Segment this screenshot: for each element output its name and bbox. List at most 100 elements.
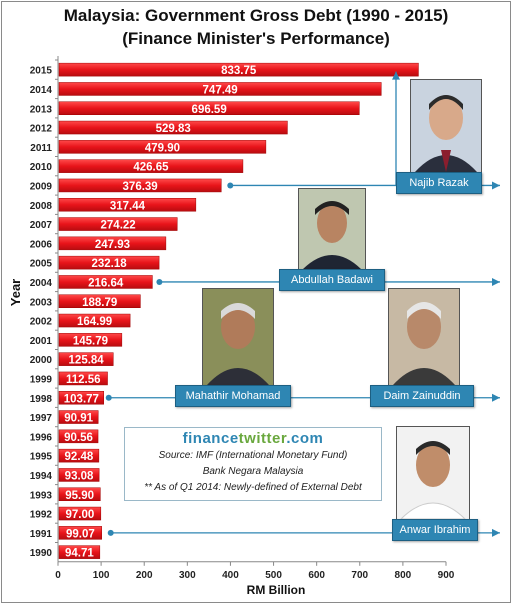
data-label-2012: 529.83 <box>156 123 191 135</box>
bar-1992 <box>58 506 102 521</box>
data-label-2015: 833.75 <box>221 65 257 77</box>
x-tick-label: 500 <box>265 570 282 581</box>
x-tick-label: 100 <box>93 570 110 581</box>
financetwitter-logo: financetwitter.com <box>182 430 324 447</box>
y-tick-label: 1992 <box>30 510 53 521</box>
bar-2001 <box>58 333 123 347</box>
x-tick-label: 0 <box>55 570 61 581</box>
y-tick-label: 2011 <box>30 143 52 154</box>
y-tick-label: 1996 <box>30 432 53 443</box>
y-tick-label: 2015 <box>30 66 53 77</box>
bar-2005 <box>58 255 160 270</box>
bar-1996 <box>58 429 99 444</box>
x-tick-label: 300 <box>179 570 196 581</box>
y-tick-label: 2000 <box>30 355 53 366</box>
chart-title: Malaysia: Government Gross Debt (1990 - … <box>63 6 449 25</box>
y-tick-label: 1991 <box>30 529 53 540</box>
data-label-2000: 125.84 <box>69 355 105 367</box>
najib-timeline-arrow-head <box>492 181 500 190</box>
data-label-2005: 232.18 <box>91 258 127 270</box>
data-label-2007: 274.22 <box>101 220 136 232</box>
anwar-timeline-arrow-head <box>492 528 500 537</box>
bar-1990 <box>58 545 101 559</box>
data-label-1990: 94.71 <box>65 548 94 560</box>
chart-subtitle: (Finance Minister's Performance) <box>122 29 390 48</box>
x-tick-label: 600 <box>308 570 325 581</box>
bar-2000 <box>58 352 114 366</box>
y-tick-label: 2006 <box>30 239 53 250</box>
data-label-2006: 247.93 <box>95 239 130 251</box>
y-tick-label: 2012 <box>30 124 53 135</box>
bar-2010 <box>58 159 244 173</box>
bar-1997 <box>58 410 99 424</box>
abdullah-badawi-photo <box>298 188 366 270</box>
data-label-1997: 90.91 <box>64 413 93 425</box>
data-label-2004: 216.64 <box>88 277 124 289</box>
data-label-1999: 112.56 <box>66 374 101 386</box>
mahathir-timeline-arrow-head <box>492 393 500 402</box>
y-tick-label: 2010 <box>30 162 53 173</box>
x-tick-label: 400 <box>222 570 239 581</box>
bar-2013 <box>58 101 360 115</box>
bar-1999 <box>58 371 108 386</box>
bar-2015 <box>58 62 419 77</box>
source-line-3: ** As of Q1 2014: Newly-defined of Exter… <box>144 482 362 493</box>
data-label-1998: 103.77 <box>64 393 99 405</box>
data-label-2008: 317.44 <box>110 200 146 212</box>
source-line-1: Source: IMF (International Monetary Fund… <box>158 450 348 461</box>
y-tick-label: 1998 <box>30 394 53 405</box>
y-tick-label: 1990 <box>30 548 53 559</box>
data-label-2013: 696.59 <box>192 104 227 116</box>
y-tick-label: 2014 <box>30 85 53 96</box>
anwar-ibrahim-photo <box>396 426 470 520</box>
x-axis-label: RM Billion <box>246 583 306 597</box>
bar-1994 <box>58 468 100 482</box>
y-tick-label: 2002 <box>30 317 53 328</box>
bar-2006 <box>58 236 167 251</box>
najib-razak-photo <box>410 79 482 173</box>
y-tick-label: 2004 <box>30 278 53 289</box>
x-tick-label: 900 <box>438 570 455 581</box>
data-label-2003: 188.79 <box>82 297 117 309</box>
data-label-2009: 376.39 <box>123 181 158 193</box>
source-line-2: Bank Negara Malaysia <box>202 466 304 477</box>
abdullah-timeline-arrow-head <box>492 277 500 286</box>
y-tick-label: 2001 <box>30 336 53 347</box>
bar-1998 <box>58 391 104 405</box>
y-tick-label: 2009 <box>30 181 53 192</box>
y-tick-label: 1999 <box>30 374 53 385</box>
data-label-1993: 95.90 <box>65 490 94 502</box>
data-label-2010: 426.65 <box>133 162 169 174</box>
data-label-1995: 92.48 <box>65 451 94 463</box>
bar-2003 <box>58 294 141 308</box>
najib-razak-label: Najib Razak <box>396 172 482 194</box>
bar-1993 <box>58 487 101 501</box>
bar-1991 <box>58 526 102 540</box>
mahathir-mohamad-photo <box>202 288 274 386</box>
y-tick-label: 1997 <box>30 413 53 424</box>
data-label-2014: 747.49 <box>203 84 238 96</box>
abdullah-badawi-label: Abdullah Badawi <box>279 269 385 291</box>
bar-2008 <box>58 198 197 212</box>
y-tick-label: 2013 <box>30 104 53 115</box>
x-tick-label: 700 <box>351 570 368 581</box>
bar-1995 <box>58 448 100 463</box>
bar-2012 <box>58 120 288 135</box>
x-tick-label: 200 <box>136 570 153 581</box>
bar-2004 <box>58 275 153 289</box>
y-axis-label: Year <box>8 278 24 307</box>
bar-2014 <box>58 82 382 96</box>
data-label-2011: 479.90 <box>145 142 180 154</box>
bar-2007 <box>58 217 178 231</box>
data-label-2002: 164.99 <box>77 316 112 328</box>
x-tick-label: 800 <box>395 570 412 581</box>
bar-2009 <box>58 178 222 193</box>
y-tick-label: 2005 <box>30 259 53 270</box>
data-label-2001: 145.79 <box>73 335 108 347</box>
daim-zainuddin-photo <box>388 288 460 386</box>
anwar-ibrahim-label: Anwar Ibrahim <box>392 519 478 541</box>
daim-zainuddin-label: Daim Zainuddin <box>370 385 474 407</box>
y-tick-label: 1994 <box>30 471 53 482</box>
y-tick-label: 1995 <box>30 452 53 463</box>
data-label-1991: 99.07 <box>66 528 95 540</box>
